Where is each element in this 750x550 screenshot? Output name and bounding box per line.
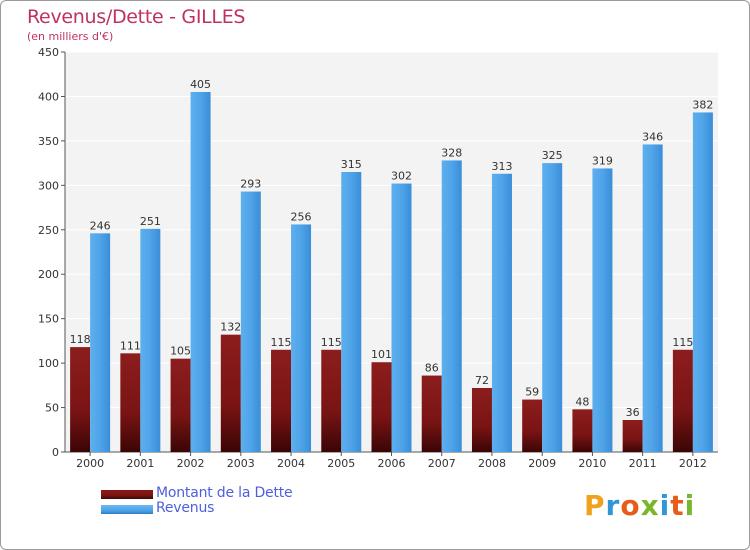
bar-debt xyxy=(371,362,392,452)
y-tick-label: 0 xyxy=(52,446,59,459)
bar-debt xyxy=(220,334,241,452)
x-tick-label: 2003 xyxy=(227,457,255,470)
data-label-revenue: 319 xyxy=(592,154,613,167)
bar-revenue xyxy=(391,183,412,453)
data-label-revenue: 325 xyxy=(542,149,563,162)
bar-revenue xyxy=(692,112,713,452)
bar-debt xyxy=(622,420,643,452)
x-tick-label: 2006 xyxy=(378,457,406,470)
y-tick-label: 250 xyxy=(38,224,59,237)
legend-label-revenue: Revenus xyxy=(156,500,215,516)
bar-revenue xyxy=(341,172,362,452)
x-tick-label: 2010 xyxy=(578,457,606,470)
data-label-debt: 115 xyxy=(271,336,292,349)
bar-revenue xyxy=(140,228,161,452)
data-label-debt: 86 xyxy=(425,362,439,375)
data-label-debt: 101 xyxy=(371,348,392,361)
bar-revenue xyxy=(291,224,312,452)
chart-title: Revenus/Dette - GILLES xyxy=(27,6,246,28)
data-label-debt: 115 xyxy=(321,336,342,349)
data-label-debt: 111 xyxy=(120,339,141,352)
data-label-revenue: 246 xyxy=(90,219,111,232)
bar-revenue xyxy=(542,163,563,452)
x-tick-label: 2008 xyxy=(478,457,506,470)
bar-debt xyxy=(170,358,191,452)
y-tick-label: 200 xyxy=(38,268,59,281)
data-label-debt: 48 xyxy=(575,395,589,408)
data-label-revenue: 313 xyxy=(491,160,512,173)
proxiti-logo: Proxiti xyxy=(584,489,695,522)
y-tick-label: 350 xyxy=(38,135,59,148)
data-label-revenue: 251 xyxy=(140,215,161,228)
data-label-debt: 115 xyxy=(672,336,693,349)
bar-debt xyxy=(421,375,442,452)
y-tick-label: 450 xyxy=(38,46,59,59)
x-tick-label: 2000 xyxy=(76,457,104,470)
logo-letter: x xyxy=(640,489,660,522)
y-tick-label: 400 xyxy=(38,90,59,103)
logo-letter: o xyxy=(620,489,641,522)
x-tick-label: 2001 xyxy=(126,457,154,470)
bar-revenue xyxy=(240,191,261,453)
data-label-debt: 36 xyxy=(626,406,640,419)
data-label-revenue: 256 xyxy=(291,210,312,223)
bar-debt xyxy=(271,349,292,452)
bar-debt xyxy=(321,349,342,452)
bar-revenue xyxy=(90,233,111,452)
data-label-debt: 105 xyxy=(170,345,191,358)
data-label-revenue: 293 xyxy=(240,178,261,191)
bar-debt xyxy=(471,388,492,452)
y-tick-label: 50 xyxy=(45,402,59,415)
chart-subtitle: (en milliers d'€) xyxy=(27,30,114,43)
x-tick-label: 2002 xyxy=(177,457,205,470)
bar-revenue xyxy=(592,168,613,452)
data-label-debt: 72 xyxy=(475,374,489,387)
data-label-debt: 118 xyxy=(70,333,91,346)
data-label-revenue: 315 xyxy=(341,158,362,171)
data-label-revenue: 328 xyxy=(441,146,462,159)
bar-debt xyxy=(70,347,91,452)
bar-debt xyxy=(572,409,593,452)
logo-letter: r xyxy=(605,489,621,522)
x-tick-label: 2011 xyxy=(629,457,657,470)
bar-revenue xyxy=(190,92,211,452)
x-tick-label: 2009 xyxy=(528,457,556,470)
bar-debt xyxy=(672,349,693,452)
legend-label-debt: Montant de la Dette xyxy=(156,485,293,501)
y-tick-label: 100 xyxy=(38,357,59,370)
bar-debt xyxy=(522,399,543,452)
logo-letter: i xyxy=(659,489,671,522)
logo-letter: t xyxy=(670,489,685,522)
x-tick-label: 2004 xyxy=(277,457,305,470)
x-tick-label: 2012 xyxy=(679,457,707,470)
bar-revenue xyxy=(491,173,512,452)
data-label-debt: 132 xyxy=(220,321,241,334)
legend-swatch-revenue xyxy=(101,505,153,514)
bar-debt xyxy=(120,353,141,452)
legend-swatch-debt xyxy=(101,490,153,499)
x-tick-label: 2005 xyxy=(327,457,355,470)
data-label-debt: 59 xyxy=(525,386,539,399)
data-label-revenue: 346 xyxy=(642,130,663,143)
data-label-revenue: 382 xyxy=(692,98,713,111)
data-label-revenue: 302 xyxy=(391,170,412,183)
y-tick-label: 150 xyxy=(38,313,59,326)
logo-letter: i xyxy=(684,489,696,522)
logo-letter: P xyxy=(584,489,606,522)
bar-revenue xyxy=(441,160,462,452)
x-tick-label: 2007 xyxy=(428,457,456,470)
bar-revenue xyxy=(642,144,663,452)
y-tick-label: 300 xyxy=(38,179,59,192)
data-label-revenue: 405 xyxy=(190,78,211,91)
